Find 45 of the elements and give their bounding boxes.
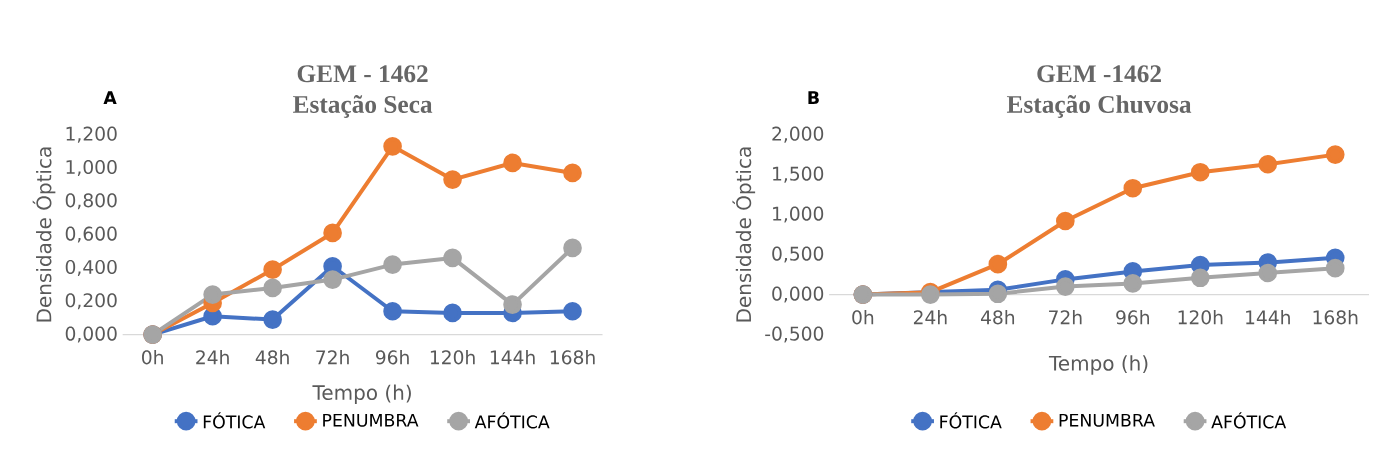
legend-label: PENUMBRA <box>1059 413 1155 427</box>
y-tick-label: 1,200 <box>66 126 117 143</box>
legend-label: AFÓTICA <box>474 412 550 429</box>
x-tick-label: 48h <box>980 310 1015 325</box>
x-tick-label: 96h <box>375 350 409 365</box>
x-tick-label: 0h <box>852 310 874 325</box>
y-tick-label: 0,000 <box>772 286 824 303</box>
y-tick-label: 1,000 <box>773 206 824 223</box>
x-tick-label: 144h <box>490 350 535 365</box>
legend-label: PENUMBRA <box>323 413 419 427</box>
y-tick-label: 1,500 <box>773 166 824 183</box>
chart-subtitle: Estação Seca <box>293 95 433 118</box>
x-tick-label: 24h <box>196 350 229 365</box>
y-tick-label: 2,000 <box>772 126 824 143</box>
y-tick-label: 0,000 <box>65 326 117 343</box>
x-tick-label: 72h <box>316 350 349 365</box>
x-tick-label: 168h <box>1313 310 1358 325</box>
x-axis-title: Tempo (h) <box>1048 355 1148 375</box>
text: B <box>808 91 819 104</box>
chart-subtitle: Estação Chuvosa <box>1006 95 1192 118</box>
y-tick-label: 0,500 <box>772 246 824 263</box>
text: A <box>103 91 117 104</box>
x-tick-label: 0h <box>142 350 163 365</box>
y-tick-label: 0,600 <box>65 226 117 243</box>
chart-title: GEM - 1462 <box>297 65 428 83</box>
y-axis-title: Densidade Óptica <box>732 147 756 322</box>
y-tick-label: 0,400 <box>65 259 117 277</box>
x-tick-label: 168h <box>550 350 595 365</box>
x-tick-label: 72h <box>1049 310 1082 325</box>
x-axis-title: Tempo (h) <box>312 384 411 405</box>
chart-title: GEM -1462 <box>1037 65 1161 83</box>
x-tick-label: 48h <box>255 350 289 365</box>
legend-label: FÓTICA <box>940 412 1002 429</box>
legend-label: FÓTICA <box>203 412 266 429</box>
y-tick-label: 0,200 <box>65 293 117 310</box>
x-tick-label: 24h <box>913 310 947 325</box>
x-tick-label: 120h <box>1178 310 1223 325</box>
x-tick-label: 144h <box>1246 310 1290 325</box>
y-tick-label: 1,000 <box>66 160 117 177</box>
x-tick-label: 120h <box>430 350 475 365</box>
x-tick-label: 96h <box>1116 310 1149 325</box>
y-tick-label: 0,800 <box>65 193 117 210</box>
y-tick-label: -0,500 <box>765 326 824 343</box>
y-axis-title: Densidade Óptica <box>32 147 56 322</box>
legend-label: AFÓTICA <box>1211 412 1287 429</box>
